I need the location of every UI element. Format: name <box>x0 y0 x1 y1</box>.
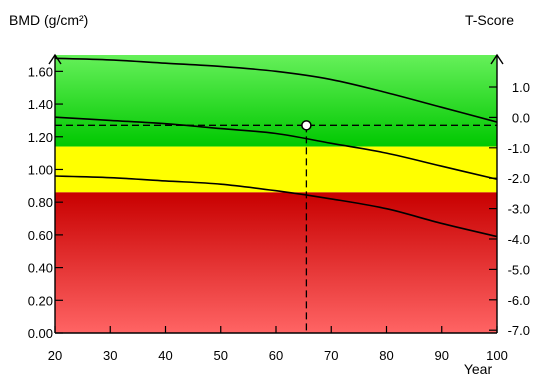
y-right-tick-label: 0.0 <box>512 110 530 125</box>
y-right-arrow-icon <box>490 53 504 65</box>
y-right-tick-label: 1.0 <box>512 80 530 95</box>
reference-curve-1 <box>54 116 498 181</box>
reference-curve-0 <box>54 57 498 123</box>
y-right-axis-ticks: 1.0 0.0 -1.0 -2.0 -3.0 -4.0 -5.0 -6.0 -7.0 <box>489 80 530 338</box>
left-axis-title: BMD (g/cm²) <box>9 12 88 28</box>
reference-curves <box>54 57 498 238</box>
y-left-tick-label: 1.40 <box>28 97 53 112</box>
y-right-tick-label: -6.0 <box>508 293 530 308</box>
x-tick-label: 100 <box>486 348 508 363</box>
x-tick-label: 90 <box>435 348 449 363</box>
y-right-tick-label: -5.0 <box>508 262 530 277</box>
y-right-tick-label: -7.0 <box>508 323 530 338</box>
y-right-tick-label: -2.0 <box>508 171 530 186</box>
patient-point <box>301 120 312 131</box>
x-tick-label: 50 <box>214 348 228 363</box>
reference-curve-2 <box>54 175 498 238</box>
y-left-tick-label: 0.60 <box>28 228 53 243</box>
patient-crosshair <box>55 120 497 333</box>
zone-band-2 <box>55 192 497 333</box>
y-right-tick-label: -3.0 <box>508 202 530 217</box>
x-tick-label: 30 <box>103 348 117 363</box>
zone-band-0 <box>55 55 497 147</box>
zone-band-1 <box>55 146 497 193</box>
y-left-arrow-icon <box>48 53 62 65</box>
x-axis-ticks: 20 30 40 50 60 70 80 90 100 <box>48 326 508 363</box>
x-tick-label: 60 <box>269 348 283 363</box>
right-axis-title: T-Score <box>465 12 514 28</box>
y-left-tick-label: 0.20 <box>28 293 53 308</box>
x-axis-title: Year <box>464 361 493 377</box>
y-left-tick-label: 1.00 <box>28 162 53 177</box>
risk-zones <box>55 55 497 333</box>
y-left-tick-label: 0.00 <box>28 326 53 341</box>
y-left-tick-label: 0.40 <box>28 261 53 276</box>
y-left-tick-label: 1.60 <box>28 64 53 79</box>
y-left-tick-label: 0.80 <box>28 195 53 210</box>
x-tick-label: 20 <box>48 348 62 363</box>
x-tick-label: 70 <box>324 348 338 363</box>
y-left-axis-ticks: 0.00 0.20 0.40 0.60 0.80 1.00 1.20 1.40 1.60 <box>28 64 63 341</box>
y-right-tick-label: -4.0 <box>508 232 530 247</box>
y-left-tick-label: 1.20 <box>28 130 53 145</box>
x-tick-label: 80 <box>379 348 393 363</box>
x-tick-label: 40 <box>158 348 172 363</box>
y-right-tick-label: -1.0 <box>508 141 530 156</box>
